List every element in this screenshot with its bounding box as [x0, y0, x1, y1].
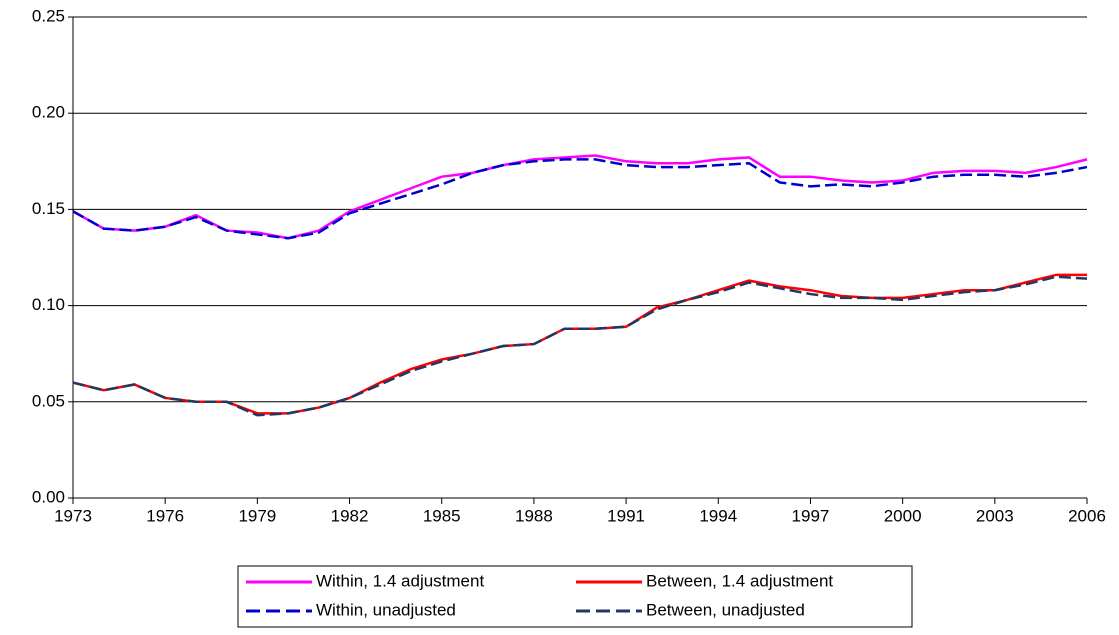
x-tick-label: 1982 — [331, 506, 369, 525]
series-line — [72, 154, 1088, 240]
series-line — [72, 158, 1088, 240]
legend-label: Within, 1.4 adjustment — [316, 571, 484, 590]
series-line — [72, 275, 1088, 417]
legend-box — [237, 565, 913, 628]
x-tick-label: 2006 — [1068, 506, 1106, 525]
y-tick-label: 0.25 — [32, 6, 65, 25]
x-tick-label: 1985 — [423, 506, 461, 525]
x-tick-label: 1997 — [792, 506, 830, 525]
legend-label: Between, unadjusted — [646, 600, 805, 619]
x-tick-label: 1973 — [54, 506, 92, 525]
x-tick-label: 1979 — [238, 506, 276, 525]
x-tick-label: 2003 — [976, 506, 1014, 525]
y-tick-label: 0.15 — [32, 199, 65, 218]
y-tick-label: 0.10 — [32, 295, 65, 314]
x-tick-label: 1976 — [146, 506, 184, 525]
x-tick-label: 1991 — [607, 506, 645, 525]
y-tick-label: 0.05 — [32, 391, 65, 410]
y-tick-label: 0.20 — [32, 103, 65, 122]
y-tick-label: 0.00 — [32, 487, 65, 506]
x-tick-label: 1994 — [699, 506, 737, 525]
legend-label: Between, 1.4 adjustment — [646, 571, 833, 590]
legend-label: Within, unadjusted — [316, 600, 456, 619]
x-tick-label: 2000 — [884, 506, 922, 525]
x-tick-label: 1988 — [515, 506, 553, 525]
